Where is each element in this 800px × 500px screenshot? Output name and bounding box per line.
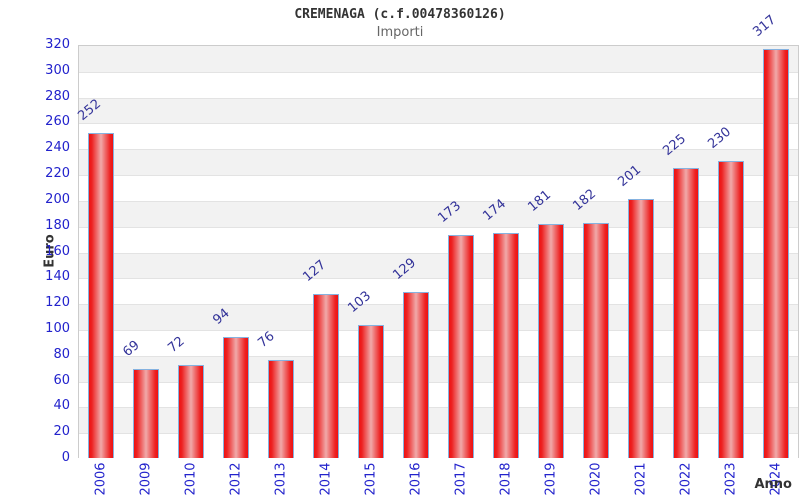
y-tick-label: 20 (53, 424, 70, 440)
x-tick-label: 2019 (543, 462, 559, 496)
x-tick-label: 2009 (138, 462, 154, 496)
gridline (79, 71, 798, 73)
y-tick-label: 260 (45, 114, 70, 130)
x-tick-label: 2006 (93, 462, 109, 496)
x-tick-label: 2016 (408, 462, 424, 496)
gridline (79, 226, 798, 228)
gridline (79, 252, 798, 254)
gridline (79, 149, 798, 151)
chart-title: CREMENAGA (c.f.00478360126) (294, 7, 506, 22)
y-tick-label: 300 (45, 62, 70, 78)
gridline (79, 175, 798, 177)
bar (448, 234, 475, 458)
plot-band (79, 123, 798, 150)
x-tick-label: 2015 (363, 462, 379, 496)
gridline (79, 304, 798, 306)
x-axis-title: Anno (754, 477, 792, 492)
y-tick-label: 180 (45, 217, 70, 233)
y-tick-label: 40 (53, 398, 70, 414)
x-tick-label: 2012 (228, 462, 244, 496)
gridline (79, 381, 798, 383)
gridline (79, 200, 798, 202)
bar (583, 223, 610, 458)
gridline (79, 407, 798, 409)
x-tick-label: 2020 (588, 462, 604, 496)
y-tick-label: 280 (45, 88, 70, 104)
gridline (79, 123, 798, 125)
y-tick-label: 140 (45, 269, 70, 285)
gridline (79, 355, 798, 357)
bar (312, 294, 339, 458)
y-tick-label: 240 (45, 140, 70, 156)
y-tick-label: 160 (45, 243, 70, 259)
bar (87, 132, 114, 458)
x-tick-label: 2013 (273, 462, 289, 496)
bar (718, 161, 745, 458)
bar (673, 167, 700, 458)
bar (402, 291, 429, 458)
bar (132, 368, 159, 458)
bar (763, 48, 790, 458)
y-tick-label: 200 (45, 191, 70, 207)
x-tick-label: 2021 (633, 462, 649, 496)
x-tick-label: 2014 (318, 462, 334, 496)
x-tick-label: 2010 (183, 462, 199, 496)
x-tick-label: 2022 (678, 462, 694, 496)
gridline (79, 329, 798, 331)
bar (628, 198, 655, 458)
bar (222, 336, 249, 458)
x-tick-label: 2023 (723, 462, 739, 496)
y-tick-label: 120 (45, 295, 70, 311)
gridline (79, 97, 798, 99)
y-tick-label: 80 (53, 346, 70, 362)
y-tick-label: 60 (53, 372, 70, 388)
bar (177, 365, 204, 458)
y-tick-label: 100 (45, 320, 70, 336)
x-tick-label: 2018 (498, 462, 514, 496)
chart-subtitle: Importi (376, 25, 424, 40)
y-tick-label: 220 (45, 166, 70, 182)
x-tick-label: 2017 (453, 462, 469, 496)
gridline (79, 433, 798, 435)
bar (357, 325, 384, 458)
bar (538, 224, 565, 458)
y-tick-label: 0 (61, 450, 70, 465)
y-tick-label: 320 (45, 37, 70, 52)
plot-band (79, 71, 798, 98)
plot-band (79, 46, 798, 72)
gridline (79, 278, 798, 280)
bar (493, 233, 520, 458)
bar (267, 359, 294, 458)
plot-band (79, 97, 798, 124)
